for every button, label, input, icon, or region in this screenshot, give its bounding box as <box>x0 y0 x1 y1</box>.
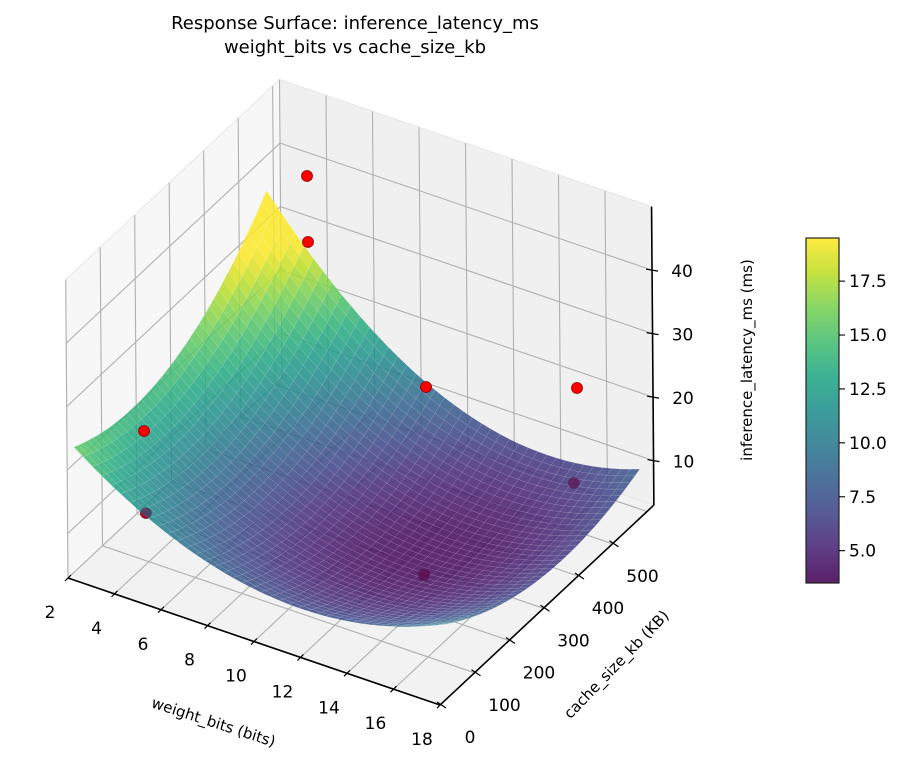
y-axis-label: cache_size_kb (KB) <box>560 607 673 723</box>
x-axis-label: weight_bits (bits) <box>149 694 278 752</box>
scatter-point-occluded <box>568 477 580 489</box>
colorbar-tick-label: 10.0 <box>849 434 887 454</box>
x-tick-label: 14 <box>318 698 340 718</box>
colorbar: 5.0 7.5 10.0 12.5 15.0 17.5 <box>805 237 887 584</box>
y-tick-label: 200 <box>523 664 555 684</box>
y-tick-label: 500 <box>626 567 658 587</box>
axis-lines <box>64 206 660 709</box>
scatter-point <box>138 425 150 437</box>
z-tick-label: 40 <box>671 262 693 282</box>
scatter-point <box>571 382 583 394</box>
x-tick-label: 18 <box>411 730 433 750</box>
x-tick-label: 6 <box>138 635 149 655</box>
scatter-point-occluded <box>140 507 152 519</box>
response-surface <box>73 190 641 627</box>
scatter-points-front <box>138 170 583 581</box>
x-tick-label: 8 <box>184 651 195 671</box>
scatter-point-occluded <box>418 569 430 581</box>
scatter-point <box>301 170 313 182</box>
colorbar-tick-label: 5.0 <box>849 542 876 562</box>
x-tick-label: 4 <box>91 619 102 639</box>
colorbar-tick-label: 12.5 <box>849 380 887 400</box>
chart-title-line2: weight_bits vs cache_size_kb <box>223 37 487 58</box>
colorbar-tick-label: 17.5 <box>849 272 887 292</box>
colorbar-tick-label: 15.0 <box>849 326 887 346</box>
y-tick-label: 300 <box>557 631 589 651</box>
x-tick-label: 12 <box>272 682 294 702</box>
x-tick-label: 16 <box>365 714 387 734</box>
scatter-point <box>420 381 432 393</box>
chart-title-line1: Response Surface: inference_latency_ms <box>171 13 539 34</box>
y-tick-label: 400 <box>592 599 624 619</box>
z-axis-label: inference_latency_ms (ms) <box>738 259 757 461</box>
y-tick-label: 0 <box>465 728 476 748</box>
chart-title: Response Surface: inference_latency_ms w… <box>0 12 710 60</box>
scatter-point <box>302 236 314 248</box>
z-tick-label: 10 <box>673 453 695 473</box>
z-tick-label: 20 <box>672 389 694 409</box>
x-tick-label: 2 <box>45 603 56 623</box>
colorbar-gradient <box>805 237 840 584</box>
y-tick-label: 100 <box>488 696 520 716</box>
z-tick-label: 30 <box>672 326 694 346</box>
colorbar-ticks: 5.0 7.5 10.0 12.5 15.0 17.5 <box>839 272 887 562</box>
colorbar-tick-label: 7.5 <box>849 488 876 508</box>
x-tick-label: 10 <box>225 667 247 687</box>
